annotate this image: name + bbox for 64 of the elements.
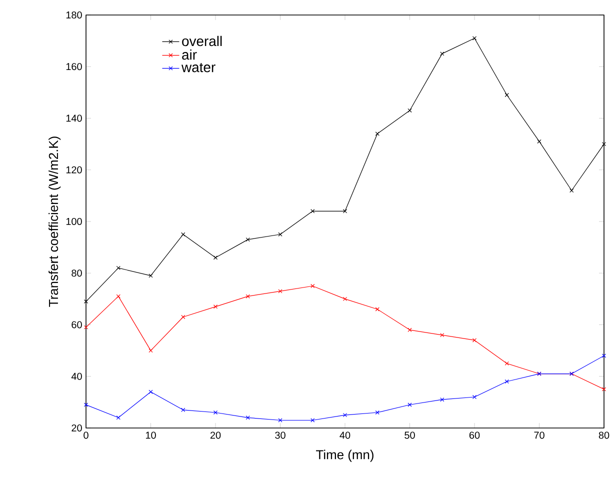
point [342, 413, 348, 418]
point [440, 52, 444, 56]
point [310, 418, 315, 422]
x-tick-label: 30 [275, 432, 286, 439]
point [148, 348, 153, 353]
point [278, 289, 282, 294]
point [440, 398, 444, 402]
point [375, 410, 380, 415]
y-tick-label: 100 [66, 218, 82, 226]
y-tick-label: 120 [66, 166, 82, 174]
point [504, 361, 509, 366]
point [342, 296, 348, 301]
x-tick-label: 50 [404, 432, 415, 439]
point [181, 314, 186, 320]
point [116, 266, 120, 270]
point [537, 139, 542, 144]
x-tick-label: 70 [534, 432, 544, 439]
point [148, 390, 153, 394]
point [375, 132, 380, 136]
y-tick-label: 180 [66, 11, 82, 19]
legend-label: air [182, 49, 197, 60]
y-tick-label: 60 [72, 321, 82, 328]
point [504, 92, 509, 98]
point [116, 294, 120, 298]
point [310, 284, 315, 288]
y-tick-label: 140 [66, 114, 82, 122]
y-tick-label: 20 [72, 424, 82, 432]
point [181, 408, 186, 412]
legend-label: water [181, 63, 216, 72]
point [472, 338, 477, 342]
x-tick-label: 40 [340, 432, 350, 439]
point [213, 304, 218, 309]
x-tick-label: 10 [146, 432, 156, 439]
point [278, 418, 282, 422]
x-tick-label: 60 [469, 432, 480, 439]
x-tick-label: 20 [210, 432, 221, 439]
point [440, 332, 444, 338]
y-axis-title: Transfert coefficient (W/m2.K) [48, 136, 61, 307]
point [408, 108, 412, 113]
x-tick-label: 0 [84, 432, 88, 439]
point [148, 274, 153, 278]
point [375, 307, 380, 312]
point [213, 256, 218, 260]
y-tick-label: 160 [66, 63, 82, 70]
x-tick-label: 80 [598, 432, 610, 439]
point [570, 188, 574, 193]
point [472, 36, 477, 40]
point [213, 410, 218, 415]
point [310, 209, 315, 214]
point [246, 416, 250, 420]
point [504, 379, 509, 384]
y-tick-label: 40 [71, 372, 82, 380]
point [408, 328, 412, 332]
point [246, 294, 250, 298]
point [181, 232, 186, 236]
point [472, 394, 477, 400]
point [116, 416, 120, 420]
legend-label: overall [182, 36, 222, 46]
x-axis-title: Time (mn) [316, 450, 374, 462]
point [246, 237, 250, 242]
point [342, 209, 348, 214]
point [278, 232, 282, 236]
point [408, 402, 412, 407]
y-tick-label: 80 [72, 270, 82, 277]
